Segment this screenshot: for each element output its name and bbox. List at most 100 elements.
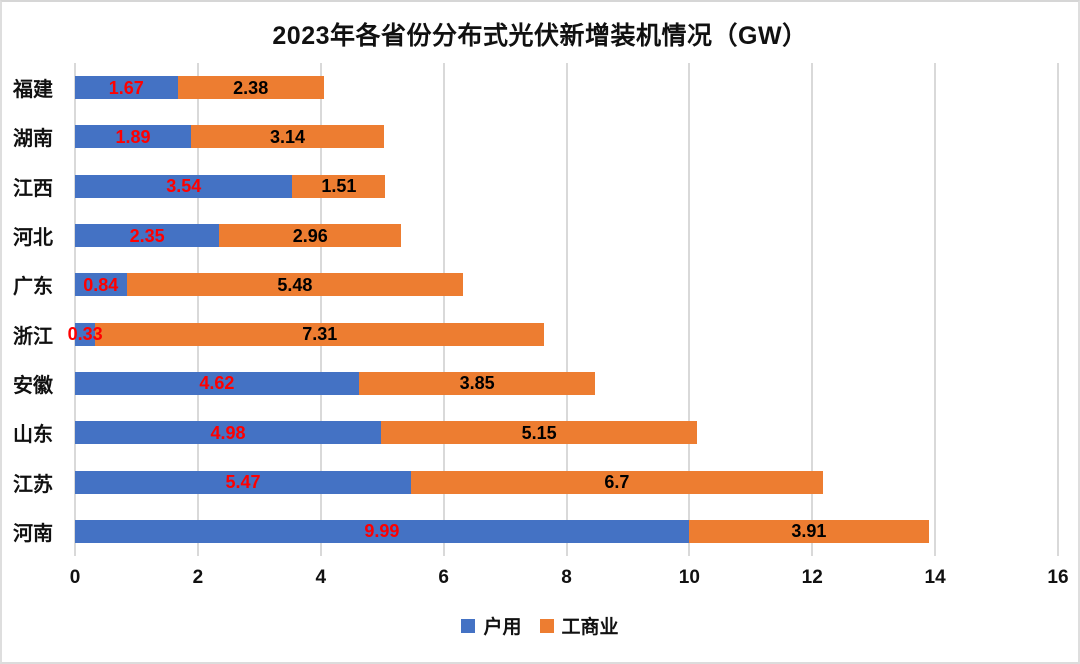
x-axis-tick-14: 14: [924, 567, 946, 588]
bar-segment-工商业: 7.31: [95, 322, 545, 346]
x-axis: 0 2 4 6 8 10 12 14 16: [70, 567, 1069, 593]
bar-segment-工商业: 2.38: [177, 76, 324, 100]
gridline-x-0: [74, 63, 76, 556]
value-label: 0.33: [67, 324, 103, 345]
x-axis-tick-16: 16: [1047, 567, 1069, 588]
category-label: 江西: [13, 177, 53, 200]
value-label: 3.54: [166, 176, 202, 197]
bar-row: 安徽 4.62 3.85: [13, 359, 1058, 408]
stacked-bar: 4.98 5.15: [75, 421, 1058, 445]
legend-label: 工商业: [561, 617, 619, 638]
bar-segment-户用: 4.98: [75, 421, 381, 445]
legend-item-户用: 户用: [461, 612, 522, 639]
value-label: 0.84: [83, 274, 119, 295]
x-axis-tick-10: 10: [678, 567, 700, 588]
gridline-x-8: [565, 63, 568, 556]
category-label: 山东: [13, 424, 53, 447]
bar-segment-户用: 0.33: [68, 322, 103, 346]
category-label: 湖南: [13, 128, 53, 151]
value-label: 6.7: [604, 472, 630, 493]
value-label: 5.15: [521, 422, 557, 443]
stacked-bar: 0.33 7.31: [68, 322, 1058, 346]
value-label: 2.35: [129, 225, 165, 246]
stacked-bar: 4.62 3.85: [75, 371, 1058, 395]
bar-row: 福建 1.67 2.38: [13, 63, 1058, 112]
bar-row: 山东 4.98 5.15: [13, 408, 1058, 457]
bar-row: 河北 2.35 2.96: [13, 211, 1058, 260]
bar-segment-户用: 1.89: [75, 125, 192, 149]
value-label: 1.89: [115, 126, 151, 147]
gridline-x-12: [811, 63, 814, 556]
bar-segment-户用: 4.62: [75, 371, 359, 395]
legend-swatch-icon: [539, 618, 554, 633]
bar-segment-户用: 9.99: [75, 519, 689, 543]
category-label: 河北: [13, 227, 53, 250]
bar-rows: 福建 1.67 2.38 湖南 1.89 3.14 江西 3.54 1.51 河北 2.35 2.96…: [13, 63, 1058, 556]
value-label: 3.14: [270, 126, 306, 147]
bar-row: 江西 3.54 1.51: [13, 162, 1058, 211]
value-label: 4.62: [199, 373, 235, 394]
legend: 户用 工商业: [0, 612, 1080, 639]
gridline-x-2: [196, 63, 199, 556]
x-axis-tick-12: 12: [801, 567, 823, 588]
x-axis-tick-8: 8: [561, 567, 572, 588]
value-label: 2.38: [233, 77, 269, 98]
value-label: 3.91: [791, 521, 827, 542]
bar-segment-工商业: 2.96: [219, 224, 402, 248]
bar-segment-工商业: 1.51: [292, 174, 386, 198]
bar-segment-户用: 5.47: [75, 470, 412, 494]
bar-row: 广东 0.84 5.48: [13, 260, 1058, 309]
bar-segment-工商业: 5.48: [126, 273, 464, 297]
gridline-x-14: [934, 63, 937, 556]
value-label: 1.67: [108, 77, 144, 98]
x-axis-tick-4: 4: [315, 567, 327, 588]
bar-row: 浙江 0.33 7.31: [13, 309, 1058, 358]
stacked-bar: 0.84 5.48: [75, 273, 1058, 297]
bar-segment-工商业: 3.85: [358, 371, 596, 395]
bar-row: 湖南 1.89 3.14: [13, 112, 1058, 161]
stacked-bar: 2.35 2.96: [75, 224, 1058, 248]
plot-area: 福建 1.67 2.38 湖南 1.89 3.14 江西 3.54 1.51 河北 2.35 2.96…: [13, 63, 1059, 556]
value-label: 4.98: [210, 422, 246, 443]
legend-item-工商业: 工商业: [539, 612, 619, 639]
bar-segment-工商业: 5.15: [380, 421, 698, 445]
value-label: 1.51: [321, 176, 357, 197]
category-label: 福建: [13, 79, 53, 102]
category-label: 浙江: [13, 325, 53, 348]
stacked-bar: 1.89 3.14: [75, 125, 1058, 149]
bar-segment-工商业: 6.7: [411, 470, 823, 494]
bar-segment-户用: 2.35: [75, 224, 220, 248]
value-label: 7.31: [302, 324, 338, 345]
x-axis-tick-2: 2: [192, 567, 204, 588]
value-label: 5.48: [277, 274, 313, 295]
stacked-bar: 9.99 3.91: [75, 519, 1058, 543]
bar-segment-户用: 3.54: [75, 174, 293, 198]
x-axis-tick-0: 0: [69, 567, 81, 588]
bar-segment-工商业: 3.14: [191, 125, 385, 149]
category-label: 安徽: [13, 374, 53, 397]
value-label: 9.99: [364, 521, 400, 542]
legend-swatch-icon: [461, 618, 476, 633]
value-label: 5.47: [225, 472, 261, 493]
category-label: 广东: [13, 276, 53, 299]
bar-segment-户用: 1.67: [75, 76, 178, 100]
gridline-x-10: [688, 63, 691, 556]
bar-row: 江苏 5.47 6.7: [13, 457, 1058, 506]
gridline-x-6: [442, 63, 445, 556]
x-axis-tick-6: 6: [438, 567, 449, 588]
legend-label: 户用: [483, 617, 522, 638]
value-label: 3.85: [459, 373, 495, 394]
chart-title: 2023年各省份分布式光伏新增装机情况（GW）: [272, 22, 808, 50]
stacked-bar: 1.67 2.38: [75, 76, 1058, 100]
gridline-x-16: [1057, 63, 1059, 556]
value-label: 2.96: [292, 225, 328, 246]
stacked-bar: 5.47 6.7: [75, 470, 1058, 494]
bar-row: 河南 9.99 3.91: [13, 507, 1058, 556]
category-label: 江苏: [13, 473, 53, 496]
stacked-bar: 3.54 1.51: [75, 174, 1058, 198]
bar-segment-工商业: 3.91: [688, 519, 929, 543]
bar-segment-户用: 0.84: [75, 273, 127, 297]
gridline-x-4: [319, 63, 322, 556]
category-label: 河南: [13, 522, 53, 545]
